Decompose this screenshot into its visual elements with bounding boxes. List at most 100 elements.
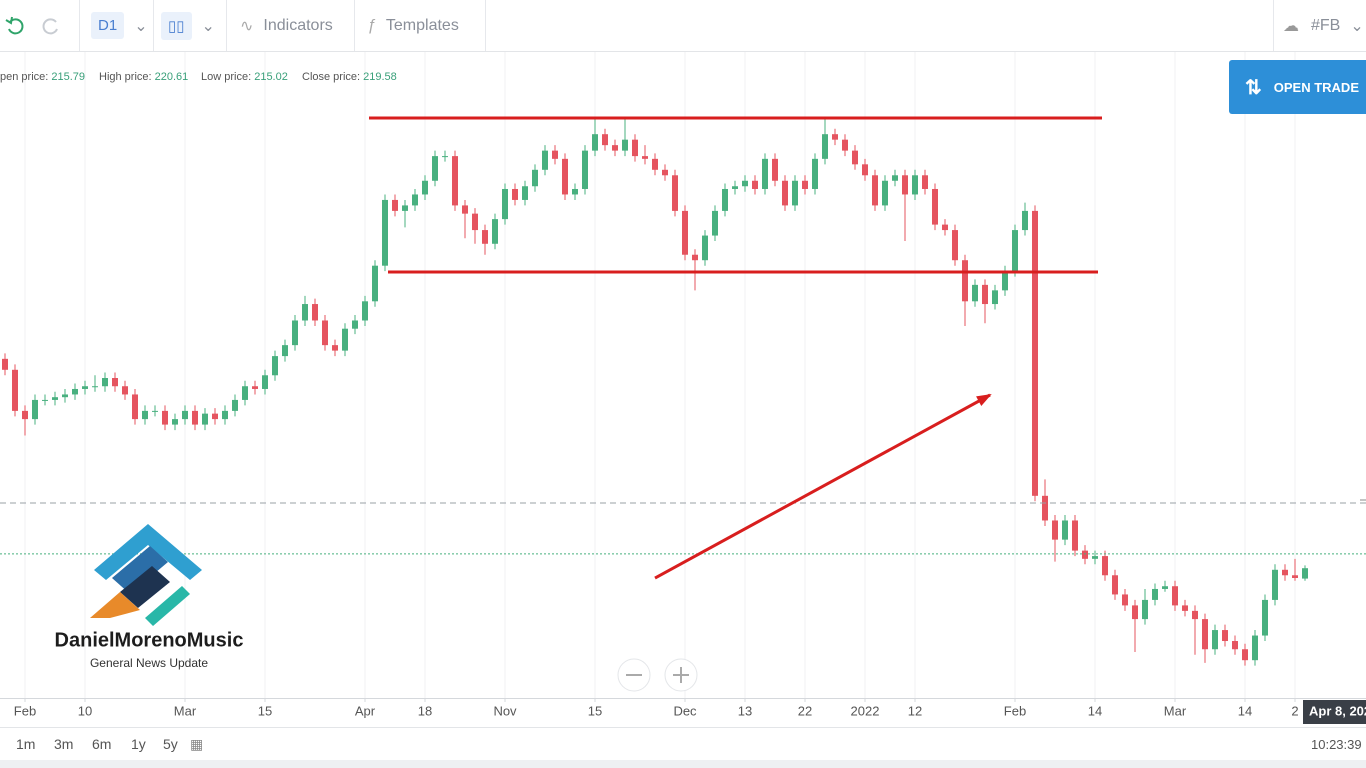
candle-body (972, 284, 978, 302)
candle-body (92, 386, 98, 388)
candle-body (602, 134, 608, 146)
candle-body (232, 399, 238, 411)
candle-body (282, 345, 288, 357)
chart-type[interactable]: ▯▯ ⌄ (161, 0, 215, 51)
x-tick-label: Mar (174, 703, 197, 718)
undo-icon[interactable] (4, 15, 26, 37)
calendar-icon[interactable]: ▦ (190, 736, 204, 752)
candle-body (792, 180, 798, 206)
candle-body (682, 210, 688, 255)
candle-body (392, 199, 398, 211)
indicators-label: Indicators (263, 16, 333, 34)
candle-body (502, 188, 508, 220)
arrow-head (976, 394, 992, 406)
candle-body (62, 394, 68, 398)
candle-body (122, 386, 128, 395)
candle-body (2, 358, 8, 370)
x-tick-label: 13 (738, 703, 752, 718)
candle-body (812, 158, 818, 189)
candle-body (1082, 550, 1088, 559)
candle-body (572, 188, 578, 195)
x-tick-label: 14 (1238, 703, 1252, 718)
candle-body (1192, 610, 1198, 620)
candle-body (1212, 630, 1218, 650)
candle-body (852, 150, 858, 165)
candle-body (782, 180, 788, 206)
candle-body (882, 180, 888, 206)
candle-body (702, 235, 708, 261)
candle-body (632, 139, 638, 157)
candle-body (922, 175, 928, 189)
ohlc-value: 219.58 (363, 71, 397, 83)
separator (1273, 0, 1274, 51)
x-tick-label: 14 (1088, 703, 1102, 718)
candle-body (202, 413, 208, 425)
candle-body (302, 304, 308, 321)
candle-body (512, 188, 518, 200)
candle-body (1252, 635, 1258, 661)
candle-body (472, 213, 478, 231)
candle-body (732, 186, 738, 189)
candle-body (12, 369, 18, 411)
range-button[interactable]: 1m (16, 736, 36, 752)
candle-body (142, 410, 148, 420)
separator (226, 0, 227, 51)
range-button[interactable]: 6m (92, 736, 112, 752)
indicators-button[interactable]: ∿ Indicators (240, 16, 333, 35)
candle-body (672, 175, 678, 211)
candle-body (342, 328, 348, 351)
candle-body (742, 180, 748, 187)
candle-body (912, 175, 918, 195)
symbol-selector[interactable]: ☁ #FB ⌄ (1283, 16, 1364, 35)
candle-body (762, 158, 768, 189)
candle-body (22, 410, 28, 420)
drawings (0, 116, 1366, 580)
candle-body (842, 139, 848, 151)
separator (485, 0, 486, 51)
templates-button[interactable]: ƒ Templates (367, 16, 459, 34)
ohlc-value: 220.61 (154, 71, 189, 83)
candle-body (172, 419, 178, 425)
candle-body (72, 388, 78, 395)
x-tick-label: 18 (418, 703, 432, 718)
open-trade-button[interactable]: ⇅ OPEN TRADE (1229, 60, 1366, 114)
grid (24, 52, 1296, 702)
candle-body (422, 180, 428, 195)
candle-body (1122, 594, 1128, 606)
logo-subtitle: General News Update (90, 656, 208, 670)
range-button[interactable]: 5y (163, 736, 178, 752)
candle-body (522, 186, 528, 200)
candle-body (442, 156, 448, 158)
ohlc-label: High price: (99, 71, 152, 83)
candle-body (1222, 630, 1228, 642)
candle-body (1072, 520, 1078, 551)
candle-body (1052, 520, 1058, 540)
candle-body (862, 164, 868, 176)
candle-body (552, 150, 558, 159)
candle-body (192, 410, 198, 425)
redo-icon[interactable] (40, 15, 62, 37)
x-tick-label: 15 (258, 703, 272, 718)
timeframe[interactable]: D1 ⌄ (91, 0, 148, 51)
candle-body (102, 378, 108, 387)
logo-shape (120, 566, 170, 608)
candle-body (962, 260, 968, 302)
candle-body (982, 284, 988, 305)
candle-body (582, 150, 588, 189)
zoom-controls (617, 658, 698, 692)
templates-label: Templates (385, 16, 459, 34)
separator (79, 0, 80, 51)
range-button[interactable]: 1y (131, 736, 146, 752)
x-tick-label: Apr (355, 703, 376, 718)
candle-body (1062, 520, 1068, 540)
candle-body (822, 134, 828, 159)
candle-body (1232, 641, 1238, 650)
range-button[interactable]: 3m (54, 736, 74, 752)
x-tick-label: 15 (588, 703, 602, 718)
candle-body (932, 188, 938, 225)
candle-body (712, 210, 718, 236)
x-tick-label: 2 (1291, 703, 1298, 718)
